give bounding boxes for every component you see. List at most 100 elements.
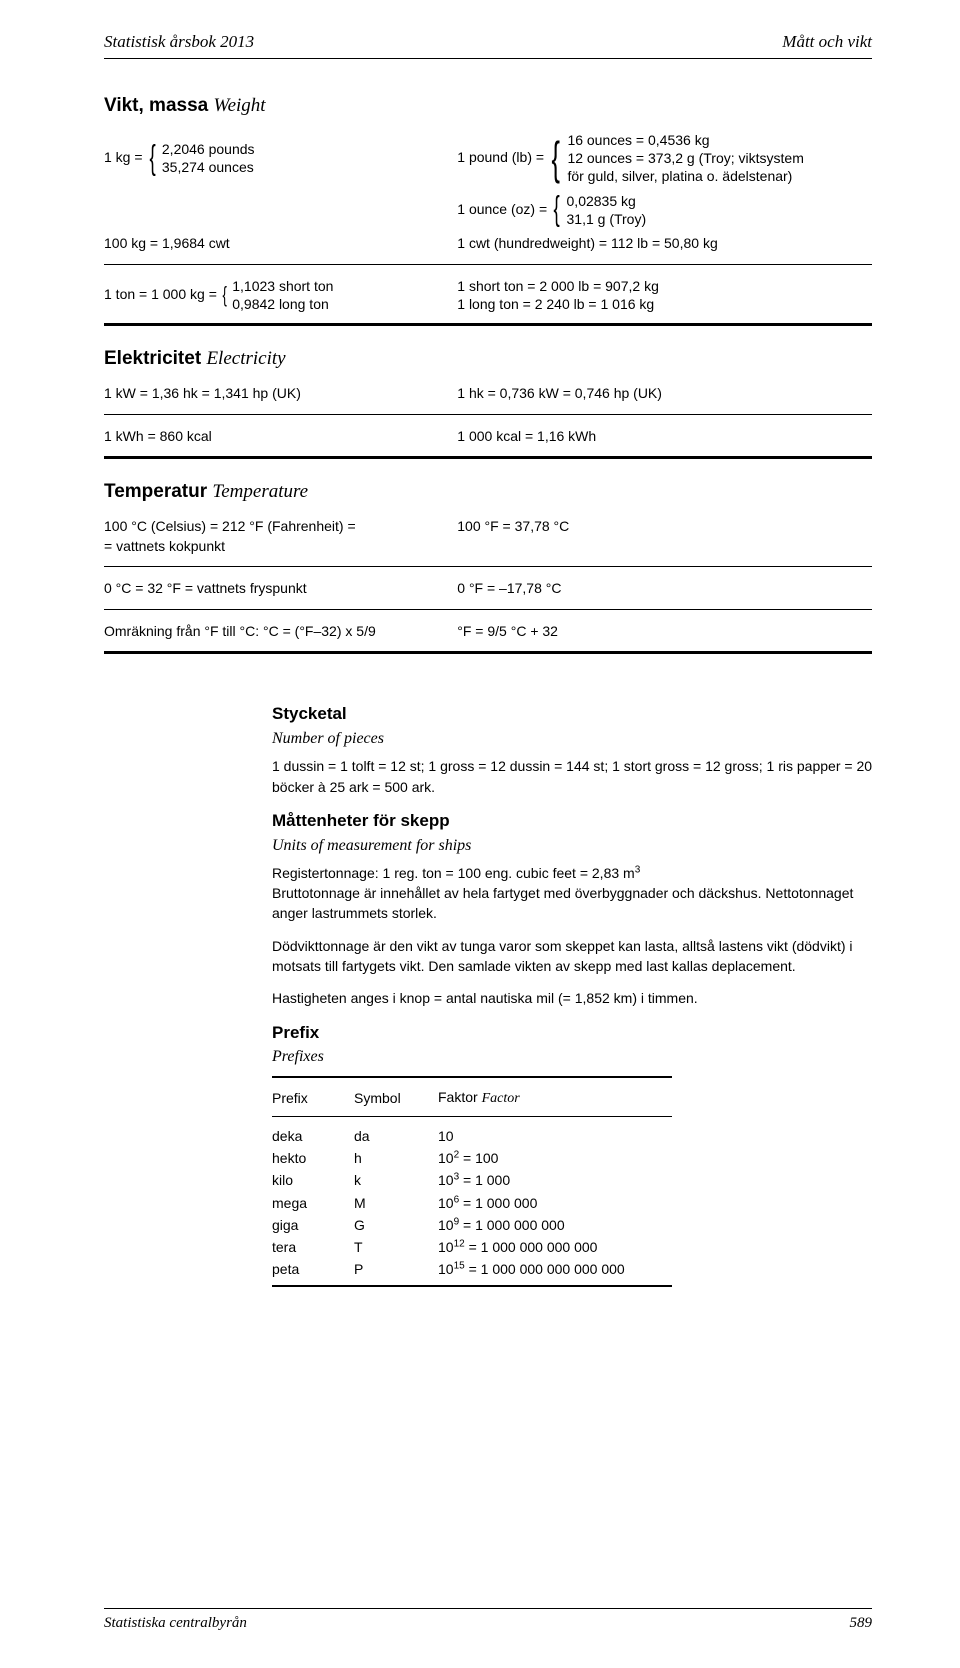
prefix-subtitle: Prefixes	[272, 1045, 872, 1068]
prefix-h3a: Faktor	[438, 1089, 482, 1105]
prefix-symbol: h	[354, 1147, 438, 1169]
ships-p2: Dödvikttonnage är den vikt av tunga varo…	[272, 936, 872, 977]
kg-label: 1 kg =	[104, 148, 143, 168]
ships-title: Måttenheter för skepp	[272, 809, 872, 834]
prefix-factor: 103 = 1 000	[438, 1169, 625, 1191]
prefix-symbol: M	[354, 1192, 438, 1214]
temp-l1a: 100 °C (Celsius) = 212 °F (Fahrenheit) =	[104, 518, 356, 534]
ships-exp: 3	[635, 864, 641, 875]
brace-icon: {	[222, 284, 226, 306]
divider	[104, 609, 872, 610]
footer-right: 589	[850, 1615, 873, 1632]
pound-opt3: för guld, silver, platina o. ädelstenar)	[567, 167, 803, 185]
prefix-name: mega	[272, 1192, 354, 1214]
cwt-left: 100 kg = 1,9684 cwt	[104, 234, 457, 254]
prefix-h1: Prefix	[272, 1086, 354, 1111]
prefix-h2: Symbol	[354, 1086, 438, 1111]
table-row: kilok103 = 1 000	[272, 1169, 625, 1191]
prefix-name: tera	[272, 1236, 354, 1258]
temp-title-bold: Temperatur	[104, 481, 207, 502]
ships-subtitle: Units of measurement for ships	[272, 834, 872, 857]
prefix-factor: 106 = 1 000 000	[438, 1192, 625, 1214]
elec-title-sub: Electricity	[206, 348, 285, 369]
brace-icon: {	[554, 194, 560, 225]
divider	[272, 1076, 672, 1078]
long-ton: 1 long ton = 2 240 lb = 1 016 kg	[457, 295, 872, 313]
prefix-symbol: k	[354, 1169, 438, 1191]
temp-l3: Omräkning från °F till °C: °C = (°F–32) …	[104, 622, 457, 642]
prefix-factor: 1015 = 1 000 000 000 000 000	[438, 1258, 625, 1280]
elec-r2: 1 000 kcal = 1,16 kWh	[457, 427, 872, 447]
prefix-symbol: G	[354, 1214, 438, 1236]
prefix-h3b: Factor	[482, 1091, 520, 1106]
pieces-title: Stycketal	[272, 702, 872, 727]
ton-opt2: 0,9842 long ton	[232, 295, 333, 313]
table-row: gigaG109 = 1 000 000 000	[272, 1214, 625, 1236]
pound-opt2: 12 ounces = 373,2 g (Troy; viktsystem	[567, 149, 803, 167]
pound-cell: 1 pound (lb) = { 16 ounces = 0,4536 kg 1…	[457, 131, 872, 186]
ships-p1: Registertonnage: 1 reg. ton = 100 eng. c…	[272, 863, 872, 924]
pieces-text: 1 dussin = 1 tolft = 12 st; 1 gross = 12…	[272, 756, 872, 797]
weight-title-sub: Weight	[214, 95, 266, 116]
prefix-rows-table: dekada10hektoh102 = 100kilok103 = 1 000m…	[272, 1125, 625, 1281]
prefix-factor: 109 = 1 000 000 000	[438, 1214, 625, 1236]
ton-label: 1 ton = 1 000 kg =	[104, 285, 217, 305]
section-title-elec: Elektricitet Electricity	[104, 348, 872, 370]
header-left: Statistisk årsbok 2013	[104, 32, 254, 52]
ounce-cell: 1 ounce (oz) = { 0,02835 kg 31,1 g (Troy…	[457, 192, 872, 228]
prefix-factor: 102 = 100	[438, 1147, 625, 1169]
ships-p1b: Bruttotonnage är innehållet av hela fart…	[272, 885, 853, 921]
kg-cell: 1 kg = { 2,2046 pounds 35,274 ounces	[104, 140, 457, 176]
temp-r1: 100 °F = 37,78 °C	[457, 517, 872, 556]
section-title-temp: Temperatur Temperature	[104, 481, 872, 503]
table-row: petaP1015 = 1 000 000 000 000 000	[272, 1258, 625, 1280]
ounce-opt2: 31,1 g (Troy)	[567, 210, 647, 228]
header-right: Mått och vikt	[782, 32, 872, 52]
ships-p1a: Registertonnage: 1 reg. ton = 100 eng. c…	[272, 865, 635, 881]
temp-r2: 0 °F = –17,78 °C	[457, 579, 872, 599]
elec-r1: 1 hk = 0,736 kW = 0,746 hp (UK)	[457, 384, 872, 404]
prefix-factor: 10	[438, 1125, 625, 1147]
table-row: dekada10	[272, 1125, 625, 1147]
divider-thick	[104, 323, 872, 326]
temp-r3: °F = 9/5 °C + 32	[457, 622, 872, 642]
temp-title-sub: Temperature	[212, 481, 308, 502]
table-row: megaM106 = 1 000 000	[272, 1192, 625, 1214]
prefix-table: Prefix Symbol Faktor Factor	[272, 1086, 520, 1111]
prefix-name: hekto	[272, 1147, 354, 1169]
temp-l1b: = vattnets kokpunkt	[104, 538, 225, 554]
prefix-title: Prefix	[272, 1021, 872, 1046]
divider-thick	[104, 651, 872, 654]
short-ton: 1 short ton = 2 000 lb = 907,2 kg	[457, 277, 872, 295]
divider	[104, 264, 872, 265]
ton-opt1: 1,1023 short ton	[232, 277, 333, 295]
prefix-name: peta	[272, 1258, 354, 1280]
divider-thick	[104, 456, 872, 459]
page-footer: Statistiska centralbyrån 589	[104, 1608, 872, 1632]
elec-title-bold: Elektricitet	[104, 348, 201, 369]
table-row: hektoh102 = 100	[272, 1147, 625, 1169]
section-title-weight: Vikt, massa Weight	[104, 95, 872, 117]
prefix-name: giga	[272, 1214, 354, 1236]
prefix-name: kilo	[272, 1169, 354, 1191]
kg-opt1: 2,2046 pounds	[162, 140, 255, 158]
prefix-factor: 1012 = 1 000 000 000 000	[438, 1236, 625, 1258]
elec-l2: 1 kWh = 860 kcal	[104, 427, 457, 447]
prefix-symbol: P	[354, 1258, 438, 1280]
elec-l1: 1 kW = 1,36 hk = 1,341 hp (UK)	[104, 384, 457, 404]
kg-opt2: 35,274 ounces	[162, 158, 255, 176]
ounce-opt1: 0,02835 kg	[567, 192, 647, 210]
divider	[104, 414, 872, 415]
prefix-header-row: Prefix Symbol Faktor Factor	[272, 1086, 520, 1111]
temp-l2: 0 °C = 32 °F = vattnets fryspunkt	[104, 579, 457, 599]
page-header: Statistisk årsbok 2013 Mått och vikt	[104, 32, 872, 59]
prefix-symbol: da	[354, 1125, 438, 1147]
ton-cell: 1 ton = 1 000 kg = { 1,1023 short ton 0,…	[104, 277, 457, 313]
divider	[104, 566, 872, 567]
brace-icon: {	[149, 143, 155, 174]
pieces-subtitle: Number of pieces	[272, 727, 872, 750]
pound-opt1: 16 ounces = 0,4536 kg	[567, 131, 803, 149]
footer-left: Statistiska centralbyrån	[104, 1615, 247, 1632]
divider	[272, 1285, 672, 1287]
prefix-name: deka	[272, 1125, 354, 1147]
